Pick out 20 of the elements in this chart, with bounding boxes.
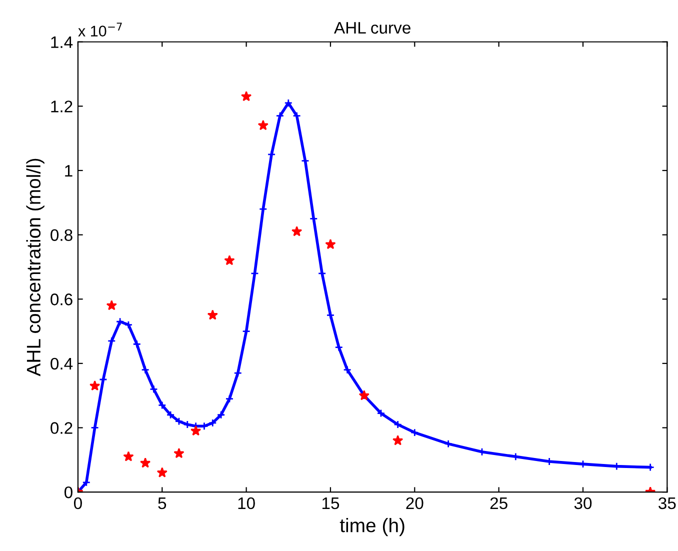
y-tick-label: 0.6 <box>50 294 72 306</box>
y-axis-title: AHL concentration (mol/l) <box>26 158 44 376</box>
x-tick-label: 15 <box>322 498 340 510</box>
x-axis-title: time (h) <box>340 518 404 536</box>
x-tick-label: 35 <box>658 497 676 510</box>
y-tick-label: 1.2 <box>51 100 72 112</box>
text: x 10$^{−7}$ <box>78 22 122 36</box>
y-tick-label: 1.4 <box>51 36 73 48</box>
x-tick-label: 25 <box>490 497 508 510</box>
x-tick-label: 30 <box>574 497 592 510</box>
x-tick-label: 10 <box>238 497 255 510</box>
x-tick-label: 20 <box>406 497 424 510</box>
chart-title: AHL curve <box>334 22 410 34</box>
x-tick-label: 5 <box>158 498 166 510</box>
y-tick-label: 0.8 <box>50 229 72 242</box>
y-tick-label: 0.2 <box>50 422 72 434</box>
y-tick-label: 1 <box>65 165 72 177</box>
y-tick-label: 0.4 <box>50 358 73 370</box>
x-tick-label: 0 <box>74 497 82 510</box>
y-tick-label: 0 <box>64 486 72 498</box>
